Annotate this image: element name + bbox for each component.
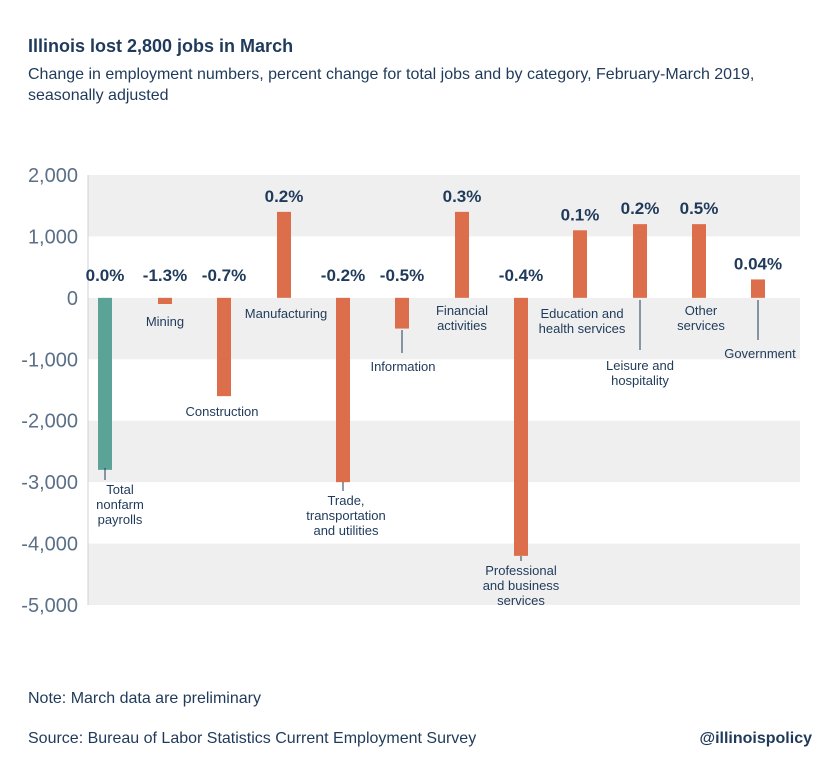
category-label: Financial activities	[436, 303, 488, 333]
bar-information	[395, 297, 409, 329]
percent-labels: 0.0% -1.3% -0.7% 0.2% -0.2% -0.5% 0.3% -0.4% 0.1…	[86, 187, 782, 285]
percent-label: -0.4%	[499, 266, 543, 285]
percent-label: -1.3%	[143, 266, 187, 285]
percent-label: 0.5%	[680, 199, 719, 218]
percent-label: 0.0%	[86, 266, 125, 285]
percent-label: 0.2%	[265, 187, 304, 206]
bar-construction	[217, 297, 231, 397]
percent-label: 0.3%	[443, 187, 482, 206]
percent-label: 0.1%	[561, 205, 600, 224]
background-band	[88, 543, 800, 605]
footnote: Note: March data are preliminary	[28, 690, 261, 707]
y-tick-label: -5,000	[21, 595, 78, 617]
chart-title: Illinois lost 2,800 jobs in March	[28, 36, 294, 56]
bar-government	[751, 279, 765, 298]
category-label: Education and health services	[539, 306, 626, 336]
y-tick-label: -2,000	[21, 411, 78, 433]
background-band	[88, 420, 800, 483]
y-tick-label: 2,000	[28, 165, 78, 187]
bar-leisure-and-hospitality	[633, 224, 647, 298]
bar-professional-and-business-services	[514, 297, 528, 556]
category-label: Other services	[677, 303, 725, 333]
background-band	[88, 297, 800, 360]
category-label: Trade, transportation and utilities	[306, 493, 386, 538]
category-label: Mining	[146, 314, 184, 329]
y-tick-label: 0	[67, 288, 78, 310]
percent-label: -0.2%	[321, 266, 365, 285]
category-labels: Total nonfarm payrolls Mining Construction Ma…	[96, 303, 796, 608]
source-note: Source: Bureau of Labor Statistics Curre…	[28, 730, 477, 747]
y-tick-label: 1,000	[28, 226, 78, 248]
bar-total-nonfarm-payrolls	[98, 297, 112, 470]
bar-other-services	[692, 224, 706, 298]
category-label: Information	[370, 359, 435, 374]
bar-chart: 2,000 1,000 0 -1,000 -2,000 -3,000 -4,000 -5,00…	[21, 165, 800, 617]
chart-subtitle: Change in employment numbers, percent ch…	[28, 66, 755, 104]
percent-label: -0.7%	[202, 266, 246, 285]
category-label: Leisure and hospitality	[606, 358, 674, 388]
y-axis: 2,000 1,000 0 -1,000 -2,000 -3,000 -4,000 -5,00…	[21, 165, 78, 617]
percent-label: 0.04%	[734, 254, 782, 273]
bar-mining	[158, 297, 172, 304]
category-label: Construction	[186, 404, 259, 419]
category-label: Professional and business services	[483, 563, 560, 608]
background-band	[88, 175, 800, 237]
leader-lines	[104, 300, 759, 561]
percent-label: 0.2%	[621, 199, 660, 218]
bar-trade-transportation-and-utilities	[336, 297, 350, 483]
y-tick-label: -3,000	[21, 472, 78, 494]
bar-financial-activities	[455, 211, 469, 298]
bar-manufacturing	[277, 211, 291, 298]
percent-label: -0.5%	[380, 266, 424, 285]
y-tick-label: -1,000	[21, 349, 78, 371]
category-label: Total nonfarm payrolls	[96, 482, 144, 527]
bars	[98, 211, 765, 556]
bar-education-and-health-services	[573, 230, 587, 298]
background-bands	[87, 175, 800, 605]
category-label: Manufacturing	[245, 306, 327, 321]
brand-handle: @illinoispolicy	[699, 730, 812, 747]
y-tick-label: -4,000	[21, 534, 78, 556]
category-label: Government	[724, 346, 796, 361]
